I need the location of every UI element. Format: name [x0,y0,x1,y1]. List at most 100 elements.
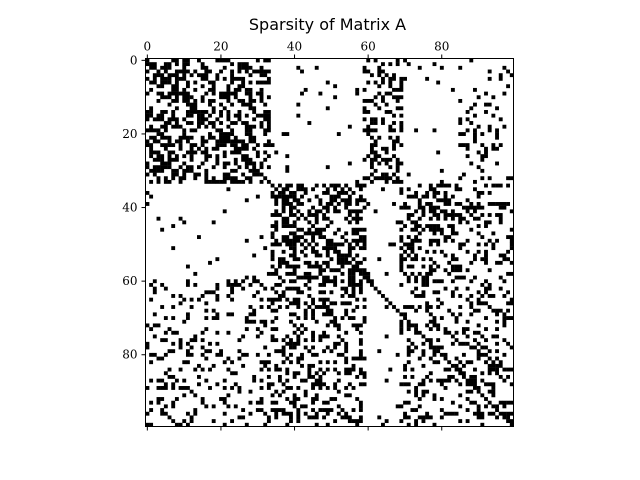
nonzero-cell [263,113,268,118]
nonzero-cell [193,271,198,276]
nonzero-cell [344,393,349,398]
nonzero-cell [149,352,154,357]
nonzero-cell [222,65,227,70]
nonzero-cell [333,95,338,100]
nonzero-cell [281,209,286,214]
nonzero-cell [270,213,275,217]
nonzero-cell [480,301,485,306]
nonzero-cell [473,374,477,379]
nonzero-cell [421,419,426,424]
nonzero-cell [285,165,290,170]
nonzero-cell [362,356,367,361]
nonzero-cell [160,411,165,416]
nonzero-cell [204,356,209,361]
nonzero-cell [325,202,330,206]
nonzero-cell [300,187,304,192]
nonzero-cell [189,157,194,162]
nonzero-cell [204,124,209,129]
nonzero-cell [185,95,190,100]
nonzero-cell [439,301,444,306]
nonzero-cell [417,382,422,387]
nonzero-cell [336,352,341,357]
nonzero-cell [222,58,227,63]
nonzero-cell [189,143,194,148]
nonzero-cell [149,113,154,118]
nonzero-cell [156,150,161,155]
nonzero-cell [314,194,319,199]
nonzero-cell [163,128,168,133]
nonzero-cell [344,286,349,291]
nonzero-cell [325,187,330,192]
nonzero-cell [329,268,334,273]
nonzero-cell [263,80,268,85]
nonzero-cell [292,205,297,210]
nonzero-cell [355,183,360,188]
nonzero-cell [318,227,323,232]
nonzero-cell [322,213,327,217]
nonzero-cell [381,157,385,162]
nonzero-cell [450,194,455,199]
nonzero-cell [384,157,389,162]
nonzero-cell [487,102,492,107]
nonzero-cell [414,235,419,240]
nonzero-cell [226,176,231,181]
nonzero-cell [366,176,371,181]
nonzero-cell [296,257,301,262]
nonzero-cell [469,294,474,298]
nonzero-cell [307,415,312,420]
nonzero-cell [200,345,205,350]
nonzero-cell [384,161,389,166]
nonzero-cell [502,404,507,409]
nonzero-cell [436,183,441,188]
nonzero-cell [167,121,172,125]
nonzero-cell [480,294,485,298]
nonzero-cell [281,290,286,295]
nonzero-cell [156,176,161,181]
nonzero-cell [436,305,441,309]
nonzero-cell [355,227,360,232]
nonzero-cell [509,238,514,243]
nonzero-cell [244,65,249,70]
nonzero-cell [277,294,282,298]
nonzero-cell [296,264,301,269]
nonzero-cell [285,264,290,269]
nonzero-cell [362,87,367,92]
nonzero-cell [266,382,271,387]
nonzero-cell [204,69,209,74]
nonzero-cell [255,352,260,357]
nonzero-cell [454,330,459,335]
nonzero-cell [487,268,492,273]
nonzero-cell [450,400,455,405]
nonzero-cell [171,172,176,177]
nonzero-cell [163,110,168,114]
nonzero-cell [436,238,441,243]
nonzero-cell [333,84,338,89]
nonzero-cell [406,172,411,177]
nonzero-cell [491,246,496,251]
nonzero-cell [498,308,503,313]
nonzero-cell [160,165,165,170]
nonzero-cell [163,338,168,343]
nonzero-cell [197,165,201,170]
nonzero-cell [274,227,279,232]
nonzero-cell [163,179,168,184]
nonzero-cell [182,386,187,390]
nonzero-cell [156,179,161,184]
nonzero-cell [314,253,319,258]
nonzero-cell [465,327,470,332]
nonzero-cell [274,363,279,368]
nonzero-cell [355,323,360,328]
nonzero-cell [289,301,293,306]
nonzero-cell [322,227,327,232]
nonzero-cell [318,209,323,214]
nonzero-cell [259,80,264,85]
nonzero-cell [347,220,352,225]
nonzero-cell [145,422,150,427]
nonzero-cell [461,341,466,346]
nonzero-cell [259,172,264,177]
nonzero-cell [226,58,231,63]
nonzero-cell [410,246,415,251]
nonzero-cell [454,378,459,383]
nonzero-cell [388,176,393,181]
nonzero-cell [300,275,304,280]
